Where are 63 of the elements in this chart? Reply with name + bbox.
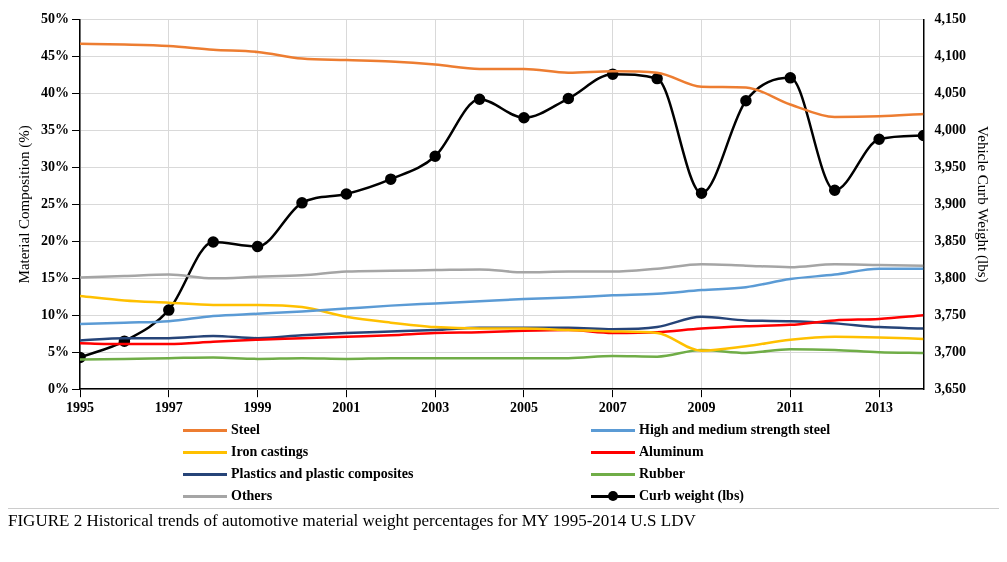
y-tick-label: 40% [41,84,69,100]
y2-tick-label: 4,100 [934,47,966,63]
y-tick-label: 30% [41,158,69,174]
x-tick-label: 2011 [776,400,804,416]
y2-tick-label: 3,950 [934,158,966,174]
legend-label: Others [231,488,273,504]
y-tick-label: 10% [41,306,69,322]
y2-tick-label: 3,850 [934,232,966,248]
point [784,72,797,84]
line-series [80,42,924,119]
point [163,304,175,316]
y2-tick-label: 3,800 [934,269,966,285]
x-tick-label: 2005 [509,400,538,416]
point [695,187,708,199]
y-tick-label: 25% [41,195,69,211]
y-tick-label: 20% [41,232,69,248]
x-tick-label: 2001 [332,400,361,416]
point [429,150,441,162]
y-tick-label: 45% [41,47,69,63]
y-tick-label: 35% [41,121,69,137]
legend-label: High and medium strength steel [639,422,831,438]
point [251,240,264,253]
y-tick-label: 0% [48,380,69,396]
point [473,93,486,106]
x-tick-label: 1995 [66,400,94,416]
x-tick-label: 2007 [598,400,627,416]
legend-label: Rubber [639,466,685,482]
y-tick-label: 50% [41,11,69,27]
x-tick-label: 2013 [865,400,894,416]
point [562,92,575,105]
point [207,236,219,248]
point [385,173,397,185]
line-series [80,262,924,280]
legend-label: Iron castings [231,444,309,460]
caption: FIGURE 2 Historical trends of automotive material weight percentages for MY 1995-2014 U.S LDV [8,508,999,530]
y2-tick-label: 3,650 [934,380,966,396]
legend-label: Aluminum [639,444,704,460]
y2-tick-label: 4,050 [934,84,966,100]
y-axis-title: Material Composition (%) [15,125,33,284]
y2-tick-label: 4,000 [934,121,966,137]
y2-tick-label: 3,750 [934,306,966,322]
y-tick-label: 5% [48,343,69,359]
y2-tick-label: 4,150 [934,11,966,27]
point [740,95,752,107]
point [828,184,841,196]
legend-label: Plastics and plastic composites [231,466,414,482]
y-tick-label: 15% [41,269,69,285]
x-tick-label: 2003 [421,400,450,416]
x-tick-label: 2009 [687,400,716,416]
point [651,72,663,85]
y2-axis-title: Vehicle Curb Weight (lbs) [974,126,992,283]
line-series [80,267,924,326]
line-series [80,294,924,352]
point [296,197,308,209]
legend-label: Steel [231,422,260,438]
legend-label: Curb weight (lbs) [639,488,745,504]
y2-tick-label: 3,700 [934,343,966,359]
x-tick-label: 1999 [243,400,272,416]
y2-tick-label: 3,900 [934,195,966,211]
point [340,188,353,200]
point [518,112,530,124]
x-tick-label: 1997 [154,400,183,416]
point [873,133,885,145]
